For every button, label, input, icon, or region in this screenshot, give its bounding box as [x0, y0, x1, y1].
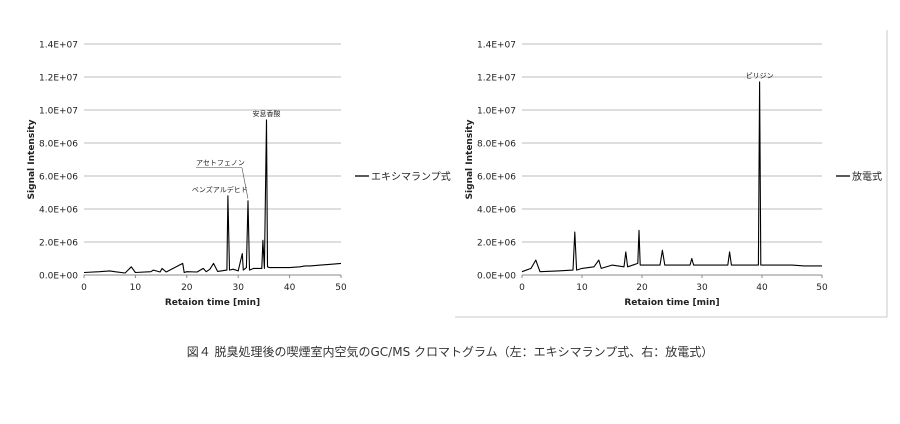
right-chart-annotation-label: ピリジン — [746, 72, 774, 80]
left-chart-ytick-label: 0.0E+00 — [39, 272, 78, 282]
left-chart-ytick-label: 8.0E+06 — [39, 140, 78, 150]
left-chart-ylabel: Signal Intensity — [27, 119, 37, 199]
right-chart-xtick-label: 30 — [696, 283, 708, 293]
left-chart-xtick-label: 0 — [81, 283, 87, 293]
right-chart-ylabel: Signal Intensity — [465, 119, 475, 199]
right-chart-series-line — [521, 81, 822, 273]
left-chart-annotation-label: アセトフェノン — [196, 159, 245, 167]
left-chart-ytick-label: 1.2E+07 — [39, 74, 78, 84]
left-chart-xlabel: Retaion time [min] — [165, 298, 260, 308]
left-chart-xtick-label: 30 — [232, 283, 244, 293]
left-chart-ytick-label: 6.0E+06 — [39, 173, 78, 183]
right-chart-xtick-label: 10 — [576, 283, 588, 293]
right-chart-xlabel: Retaion time [min] — [624, 298, 719, 308]
figure-caption: 図４ 脱臭処理後の喫煙室内空気のGC/MS クロマトグラム（左：エキシマランプ式… — [186, 345, 714, 359]
left-chart-ytick-label: 1.0E+07 — [39, 107, 78, 117]
right-chart-xtick-label: 20 — [636, 283, 648, 293]
left-chart-ytick-label: 1.4E+07 — [39, 41, 78, 51]
right-chart-xtick-label: 40 — [756, 283, 768, 293]
right-chart-ytick-label: 1.2E+07 — [477, 74, 516, 84]
right-chart-ytick-label: 1.4E+07 — [477, 41, 516, 51]
right-chart-ytick-label: 6.0E+06 — [477, 173, 516, 183]
left-chart-ytick-label: 4.0E+06 — [39, 206, 78, 216]
right-chart-ytick-label: 1.0E+07 — [477, 107, 516, 117]
left-chart-xtick-label: 40 — [284, 283, 296, 293]
left-chart-annotation-label: 安息香酸 — [252, 109, 280, 118]
right-chart-ytick-label: 0.0E+00 — [477, 272, 516, 282]
left-chart-ytick-label: 2.0E+06 — [39, 239, 78, 249]
right-chart-legend-label: 放電式 — [852, 170, 882, 183]
left-chart-xtick-label: 50 — [335, 283, 347, 293]
left-chart-xtick-label: 10 — [130, 283, 142, 293]
right-chart-xtick-label: 50 — [816, 283, 828, 293]
left-chart-legend-label: エキシマランプ式 — [371, 170, 451, 183]
right-chart-ytick-label: 8.0E+06 — [477, 140, 516, 150]
left-chart-annotation-label: ベンズアルデヒド — [192, 185, 248, 194]
right-chart-xtick-label: 0 — [519, 283, 525, 293]
left-chart-series-line — [83, 119, 342, 274]
left-chart-xtick-label: 20 — [181, 283, 193, 293]
left-chart-annotation-leader — [241, 167, 249, 199]
right-chart-ytick-label: 4.0E+06 — [477, 206, 516, 216]
right-chart-ytick-label: 2.0E+06 — [477, 239, 516, 249]
